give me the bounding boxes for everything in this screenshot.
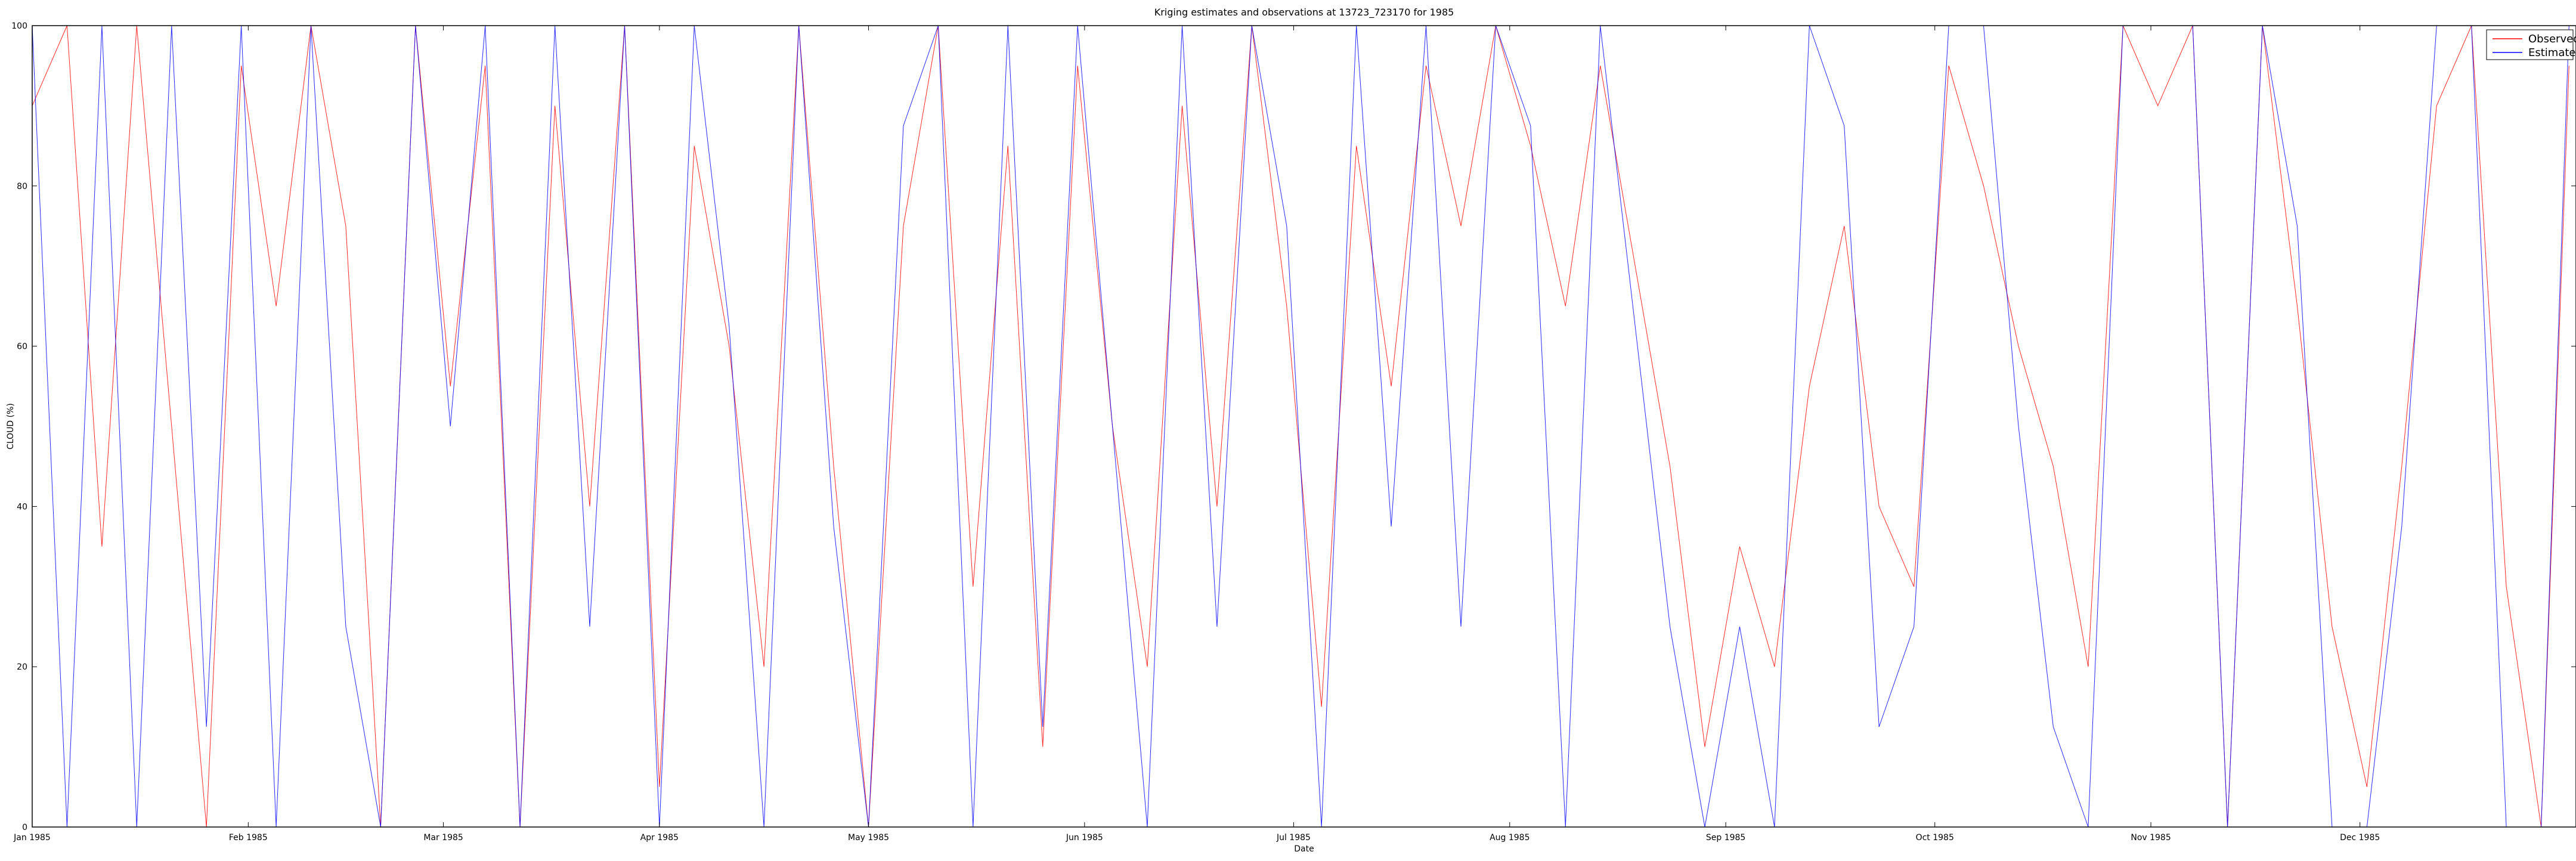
x-tick-label: Aug 1985 <box>1490 833 1530 843</box>
y-tick-label: 20 <box>17 662 27 672</box>
x-tick-label: Feb 1985 <box>229 833 268 843</box>
x-tick-label: Jan 1985 <box>13 833 51 843</box>
y-tick-label: 40 <box>17 502 27 512</box>
x-axis-label: Date <box>1294 844 1314 854</box>
x-tick-label: Dec 1985 <box>2340 833 2380 843</box>
x-tick-label: Oct 1985 <box>1916 833 1954 843</box>
x-tick-label: Apr 1985 <box>640 833 679 843</box>
legend: Observed Estimated <box>2486 29 2576 60</box>
legend-label-observed: Observed <box>2528 33 2576 45</box>
x-tick-label: Nov 1985 <box>2131 833 2171 843</box>
y-axis-ticks: 0 20 40 60 80 100 <box>11 21 2576 832</box>
y-tick-label: 100 <box>11 21 27 31</box>
legend-box <box>2486 29 2574 60</box>
x-tick-label: Sep 1985 <box>1706 833 1745 843</box>
series-line-observed <box>32 25 2569 828</box>
x-axis-ticks: Jan 1985 Feb 1985 Mar 1985 Apr 1985 May 1985… <box>13 26 2380 843</box>
x-tick-label: Mar 1985 <box>423 833 463 843</box>
y-tick-label: 0 <box>22 823 27 832</box>
y-axis-label: CLOUD (%) <box>6 403 16 450</box>
y-tick-label: 60 <box>17 342 27 352</box>
plot-frame <box>32 25 2576 828</box>
legend-label-estimated: Estimated <box>2528 47 2576 59</box>
y-tick-label: 80 <box>17 182 27 191</box>
x-tick-label: Jun 1985 <box>1066 833 1103 843</box>
x-tick-label: May 1985 <box>848 833 889 843</box>
chart-title: Kriging estimates and observations at 13… <box>1154 7 1454 18</box>
x-tick-label: Jul 1985 <box>1276 833 1311 843</box>
